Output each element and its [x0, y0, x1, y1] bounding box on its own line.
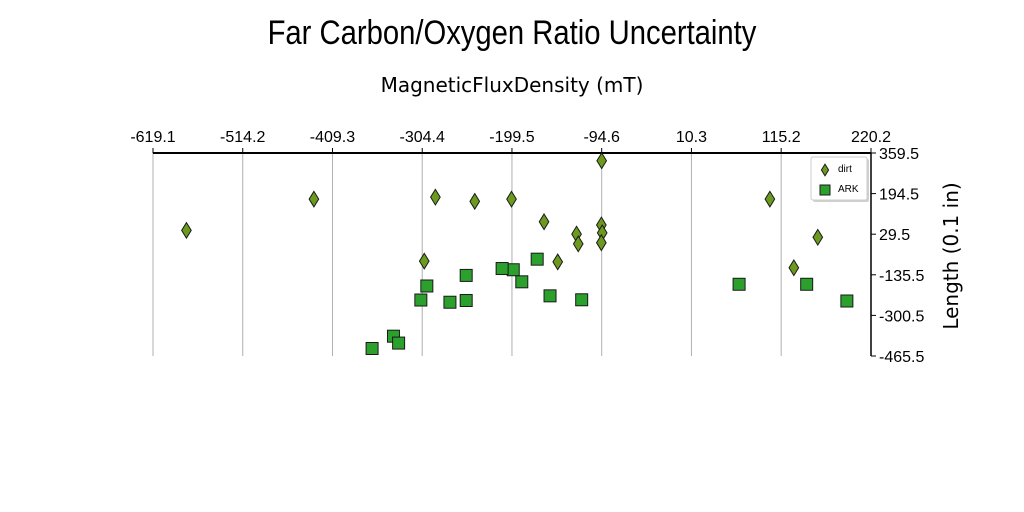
y-tick-label: -465.5: [879, 349, 924, 366]
y-tick-label: 194.5: [879, 187, 919, 204]
y-tick-label: 359.5: [879, 146, 919, 163]
point-ark: [443, 295, 457, 309]
point-dirt: [418, 252, 430, 270]
y-axis-label: Length (0.1 in): [939, 182, 963, 329]
x-tick-label: 115.2: [762, 129, 801, 146]
chart-title: Far Carbon/Oxygen Ratio Uncertainty: [268, 13, 757, 52]
point-ark: [515, 275, 529, 289]
point-ark: [495, 262, 509, 276]
point-dirt: [430, 188, 441, 206]
legend-marker-dirt: [820, 163, 830, 177]
point-ark: [414, 293, 428, 307]
x-tick-label: -619.1: [130, 129, 175, 146]
point-dirt: [506, 190, 517, 208]
legend-label-ark: ARK: [838, 184, 859, 195]
x-tick-label: -514.2: [220, 129, 265, 146]
point-dirt: [308, 190, 320, 208]
y-tick-label: 29.5: [879, 227, 910, 244]
legend-label-dirt: dirt: [838, 164, 852, 175]
grid: [152, 153, 872, 356]
point-ark: [506, 263, 520, 277]
point-ark: [732, 277, 746, 291]
x-tick-label: 220.2: [851, 129, 891, 146]
point-dirt: [538, 213, 550, 231]
x-tick-label: -94.6: [583, 129, 620, 146]
point-dirt: [764, 190, 776, 208]
point-dirt: [469, 192, 481, 211]
point-ark: [420, 279, 434, 293]
data-points: [181, 151, 854, 355]
x-axis-label: MagneticFluxDensity (mT): [381, 73, 644, 97]
point-dirt: [596, 151, 608, 170]
point-ark: [365, 341, 379, 355]
x-tick-label: -304.4: [400, 129, 445, 146]
point-dirt: [812, 228, 824, 247]
y-tick-label: -300.5: [879, 308, 924, 325]
y-tick-label: -135.5: [879, 268, 924, 285]
point-ark: [459, 294, 473, 308]
axes: -619.1 -514.2 -409.3 -304.4 -199.5 -94.6 10.3 1…: [130, 129, 924, 366]
legend-marker-ark: [819, 184, 831, 196]
point-dirt: [572, 235, 584, 253]
point-dirt: [552, 253, 564, 271]
x-tick-label: 10.3: [676, 129, 707, 146]
point-dirt: [181, 221, 192, 240]
legend: dirt ARK: [810, 156, 869, 202]
point-ark: [392, 336, 406, 350]
point-dirt: [788, 259, 800, 277]
point-ark: [459, 268, 473, 282]
point-ark: [800, 277, 814, 291]
point-ark: [530, 252, 544, 266]
point-ark: [575, 293, 589, 307]
point-ark: [543, 289, 557, 303]
x-tick-label: -199.5: [489, 129, 534, 146]
point-dirt: [595, 233, 607, 252]
x-tick-label: -409.3: [310, 129, 355, 146]
point-ark: [840, 294, 854, 308]
